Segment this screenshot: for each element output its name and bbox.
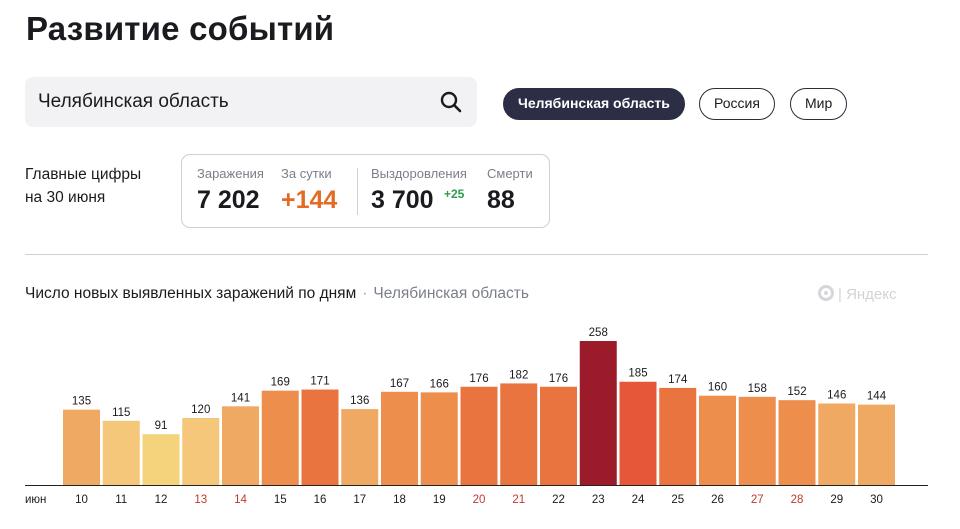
bar-jun-10 xyxy=(63,409,100,485)
chart-title-separator: · xyxy=(362,285,368,302)
tick-label-jun-11: 11 xyxy=(115,494,127,506)
summary-label: Главные цифры на 30 июня xyxy=(25,163,141,209)
bar-jun-27 xyxy=(738,396,776,485)
tick-label-jun-13: 13 xyxy=(194,494,207,506)
data-label-jun-27: 158 xyxy=(748,383,767,395)
bar-jun-29 xyxy=(818,403,856,485)
stat-separator xyxy=(357,168,358,215)
bar-jun-28 xyxy=(778,400,816,485)
tick-label-jun-17: 17 xyxy=(353,494,366,506)
summary-label-date: на 30 июня xyxy=(25,189,106,206)
bar-jun-23 xyxy=(579,341,617,485)
tick-label-jun-22: 22 xyxy=(552,494,565,506)
page-title: Развитие событий xyxy=(26,10,335,47)
data-label-jun-25: 174 xyxy=(668,374,688,386)
bar-jun-20 xyxy=(460,386,498,485)
bar-jun-19 xyxy=(420,392,458,485)
yandex-eye-icon xyxy=(818,285,834,301)
data-label-jun-23: 258 xyxy=(589,327,608,339)
data-label-jun-28: 152 xyxy=(787,386,806,398)
chart-title-text: Число новых выявленных заражений по дням xyxy=(25,285,357,302)
x-axis-month-label: июн xyxy=(25,494,46,506)
daily-cases-chart: 135 10 115 11 91 12 120 13 141 14 169 15 171 16 136 17 1… xyxy=(25,327,928,506)
tick-label-jun-10: 10 xyxy=(75,494,88,506)
tick-label-jun-20: 20 xyxy=(473,494,486,506)
data-label-jun-22: 176 xyxy=(549,373,568,385)
data-label-jun-21: 182 xyxy=(509,369,528,381)
data-label-jun-19: 166 xyxy=(430,378,449,390)
tick-label-jun-23: 23 xyxy=(592,494,605,506)
tick-label-jun-28: 28 xyxy=(791,494,804,506)
tick-label-jun-24: 24 xyxy=(632,494,645,506)
bar-jun-24 xyxy=(619,381,657,485)
stat-deaths-value: 88 xyxy=(487,186,515,214)
bar-jun-13 xyxy=(182,418,220,485)
region-tab-chelyabinsk[interactable]: Челябинская область xyxy=(503,88,685,120)
bar-jun-18 xyxy=(381,391,418,485)
region-tab-russia[interactable]: Россия xyxy=(699,88,775,120)
bar-jun-22 xyxy=(540,386,577,485)
bar-jun-17 xyxy=(341,409,379,485)
data-label-jun-14: 141 xyxy=(231,392,250,404)
tick-label-jun-27: 27 xyxy=(751,494,764,506)
data-label-jun-24: 185 xyxy=(628,368,647,380)
stat-infections-label: Заражения xyxy=(197,166,264,181)
data-label-jun-13: 120 xyxy=(191,404,210,416)
stat-recoveries-label: Выздоровления xyxy=(371,166,467,181)
stat-recoveries-delta: +25 xyxy=(444,187,465,201)
search-icon[interactable] xyxy=(439,90,463,114)
bar-jun-12 xyxy=(142,434,180,485)
tick-label-jun-19: 19 xyxy=(433,494,446,506)
data-label-jun-16: 171 xyxy=(310,376,329,388)
tick-label-jun-30: 30 xyxy=(870,494,883,506)
tick-label-jun-26: 26 xyxy=(711,494,724,506)
tick-label-jun-25: 25 xyxy=(671,494,684,506)
section-divider xyxy=(25,254,928,255)
yandex-logo: | Яндекс xyxy=(818,285,897,303)
data-label-jun-30: 144 xyxy=(867,391,887,403)
tick-label-jun-15: 15 xyxy=(274,494,287,506)
tick-label-jun-14: 14 xyxy=(234,494,247,506)
tick-label-jun-12: 12 xyxy=(155,494,168,506)
stat-recoveries-value: 3 700 xyxy=(371,186,434,214)
bar-jun-30 xyxy=(858,404,895,485)
data-label-jun-20: 176 xyxy=(469,373,488,385)
bar-jun-26 xyxy=(699,395,736,485)
data-label-jun-15: 169 xyxy=(271,377,290,389)
tick-label-jun-16: 16 xyxy=(314,494,327,506)
stat-deaths-label: Смерти xyxy=(487,166,533,181)
bar-jun-21 xyxy=(500,383,538,485)
summary-card: Заражения 7 202 За сутки +144 Выздоровле… xyxy=(181,154,550,228)
stat-daily-label: За сутки xyxy=(281,166,332,181)
yandex-logo-text: | Яндекс xyxy=(838,286,897,303)
search-field[interactable]: Челябинская область xyxy=(25,77,477,127)
data-label-jun-26: 160 xyxy=(708,382,727,394)
bar-jun-25 xyxy=(659,387,697,485)
bar-jun-16 xyxy=(301,389,339,485)
summary-label-title: Главные цифры xyxy=(25,166,142,183)
bar-jun-11 xyxy=(102,420,140,485)
stat-infections-value: 7 202 xyxy=(197,186,260,214)
bar-jun-14 xyxy=(222,406,259,485)
tick-label-jun-21: 21 xyxy=(512,494,525,506)
chart-title-region: Челябинская область xyxy=(373,285,529,302)
chart-title: Число новых выявленных заражений по дням… xyxy=(25,285,529,303)
search-input[interactable]: Челябинская область xyxy=(38,91,229,112)
bar-jun-15 xyxy=(261,390,299,485)
data-label-jun-18: 167 xyxy=(390,378,409,390)
data-label-jun-29: 146 xyxy=(827,390,846,402)
tick-label-jun-29: 29 xyxy=(830,494,843,506)
data-label-jun-12: 91 xyxy=(155,420,168,432)
stat-daily-value: +144 xyxy=(281,186,338,214)
region-tab-world[interactable]: Мир xyxy=(790,88,848,120)
data-label-jun-11: 115 xyxy=(112,407,130,419)
tick-label-jun-18: 18 xyxy=(393,494,406,506)
data-label-jun-17: 136 xyxy=(350,395,369,407)
data-label-jun-10: 135 xyxy=(72,396,91,408)
